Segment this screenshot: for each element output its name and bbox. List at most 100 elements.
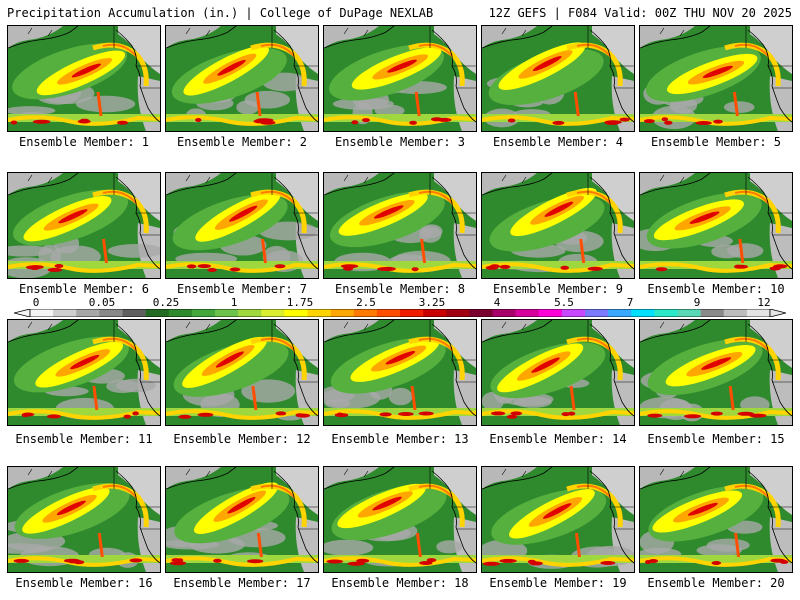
precipitation-map	[166, 467, 318, 572]
precipitation-map	[640, 320, 792, 425]
precipitation-map	[324, 320, 476, 425]
precipitation-map	[324, 26, 476, 131]
ensemble-map-panel	[165, 466, 319, 573]
legend-swatch	[585, 309, 609, 317]
model-run-info: 12Z GEFS | F084 Valid: 00Z THU NOV 20 20…	[488, 6, 792, 20]
ensemble-member-label: Ensemble Member: 19	[489, 576, 627, 590]
legend-tick-label: 0.05	[88, 296, 116, 309]
legend-swatch	[261, 309, 285, 317]
precipitation-map	[8, 320, 160, 425]
precipitation-map	[8, 467, 160, 572]
ensemble-map-panel	[639, 466, 793, 573]
ensemble-member-label: Ensemble Member: 8	[334, 282, 466, 296]
ensemble-map-panel	[323, 319, 477, 426]
ensemble-map-panel	[7, 466, 161, 573]
legend-swatch	[191, 309, 216, 317]
precipitation-map	[482, 320, 634, 425]
legend-swatch	[723, 309, 748, 317]
legend-tick-label: 4	[493, 296, 501, 309]
legend-tick-label: 0	[32, 296, 40, 309]
ensemble-map-panel	[165, 319, 319, 426]
ensemble-member-label: Ensemble Member: 15	[647, 432, 785, 446]
legend-swatch	[423, 309, 447, 317]
ensemble-map-panel	[7, 319, 161, 426]
ensemble-map-panel	[323, 466, 477, 573]
legend-swatch	[238, 309, 262, 317]
ensemble-member-label: Ensemble Member: 16	[15, 576, 153, 590]
ensemble-member-label: Ensemble Member: 13	[331, 432, 469, 446]
precipitation-map	[324, 173, 476, 278]
ensemble-member-label: Ensemble Member: 5	[650, 135, 782, 149]
ensemble-member-label: Ensemble Member: 10	[647, 282, 785, 296]
ensemble-map-panel	[639, 172, 793, 279]
precipitation-map	[166, 173, 318, 278]
map-title: Precipitation Accumulation (in.) | Colle…	[7, 6, 434, 20]
legend-swatch	[608, 309, 632, 317]
legend-swatch	[492, 309, 516, 317]
ensemble-member-label: Ensemble Member: 1	[18, 135, 150, 149]
precipitation-map	[166, 26, 318, 131]
legend-swatch	[561, 309, 586, 317]
ensemble-map-panel	[7, 25, 161, 132]
ensemble-map-panel	[639, 25, 793, 132]
ensemble-member-label: Ensemble Member: 9	[492, 282, 624, 296]
ensemble-map-panel	[481, 25, 635, 132]
legend-tick-label: 7	[626, 296, 634, 309]
legend-tick-label: 2.5	[356, 296, 376, 309]
ensemble-map-panel	[323, 172, 477, 279]
legend-tick-label: 1	[230, 296, 238, 309]
ensemble-map-panel	[639, 319, 793, 426]
precipitation-map	[166, 320, 318, 425]
legend-swatch	[215, 309, 239, 317]
legend-swatch	[168, 309, 193, 317]
legend-swatch	[122, 309, 146, 317]
legend-swatch	[353, 309, 378, 317]
legend-swatch	[746, 309, 771, 317]
legend-tick-label: 3.25	[418, 296, 446, 309]
precipitation-map	[482, 467, 634, 572]
ensemble-member-label: Ensemble Member: 12	[173, 432, 311, 446]
legend-tick-label: 5.5	[554, 296, 574, 309]
precipitation-map	[640, 173, 792, 278]
ensemble-map-panel	[481, 172, 635, 279]
legend-swatch	[515, 309, 540, 317]
precipitation-map	[8, 173, 160, 278]
precipitation-map	[640, 467, 792, 572]
legend-tick-label: 9	[693, 296, 701, 309]
legend-swatch	[53, 309, 77, 317]
ensemble-member-label: Ensemble Member: 20	[647, 576, 785, 590]
legend-swatch	[400, 309, 424, 317]
legend-swatch	[284, 309, 308, 317]
legend-swatch	[700, 309, 725, 317]
legend-swatch	[654, 309, 678, 317]
ensemble-map-panel	[481, 466, 635, 573]
ensemble-map-panel	[165, 172, 319, 279]
precipitation-map	[324, 467, 476, 572]
precipitation-map	[482, 173, 634, 278]
legend-swatch	[469, 309, 493, 317]
ensemble-member-label: Ensemble Member: 11	[15, 432, 153, 446]
ensemble-member-label: Ensemble Member: 3	[334, 135, 466, 149]
legend-swatch	[99, 309, 123, 317]
ensemble-member-label: Ensemble Member: 18	[331, 576, 469, 590]
ensemble-map-panel	[481, 319, 635, 426]
legend-swatch	[446, 309, 470, 317]
ensemble-member-label: Ensemble Member: 17	[173, 576, 311, 590]
legend-swatch	[76, 309, 100, 317]
color-bar	[14, 309, 786, 317]
ensemble-member-label: Ensemble Member: 6	[18, 282, 150, 296]
legend-swatch	[631, 309, 655, 317]
legend-tick-label: 0.25	[152, 296, 180, 309]
legend-swatch	[30, 309, 54, 317]
precipitation-map	[8, 26, 160, 131]
ensemble-member-label: Ensemble Member: 7	[176, 282, 308, 296]
precipitation-map	[482, 26, 634, 131]
legend-swatch	[330, 309, 355, 317]
legend-swatch	[677, 309, 701, 317]
precipitation-map	[640, 26, 792, 131]
ensemble-member-label: Ensemble Member: 2	[176, 135, 308, 149]
legend-swatch	[145, 309, 170, 317]
legend-swatch	[538, 309, 563, 317]
legend-swatch	[307, 309, 331, 317]
ensemble-member-label: Ensemble Member: 4	[492, 135, 624, 149]
